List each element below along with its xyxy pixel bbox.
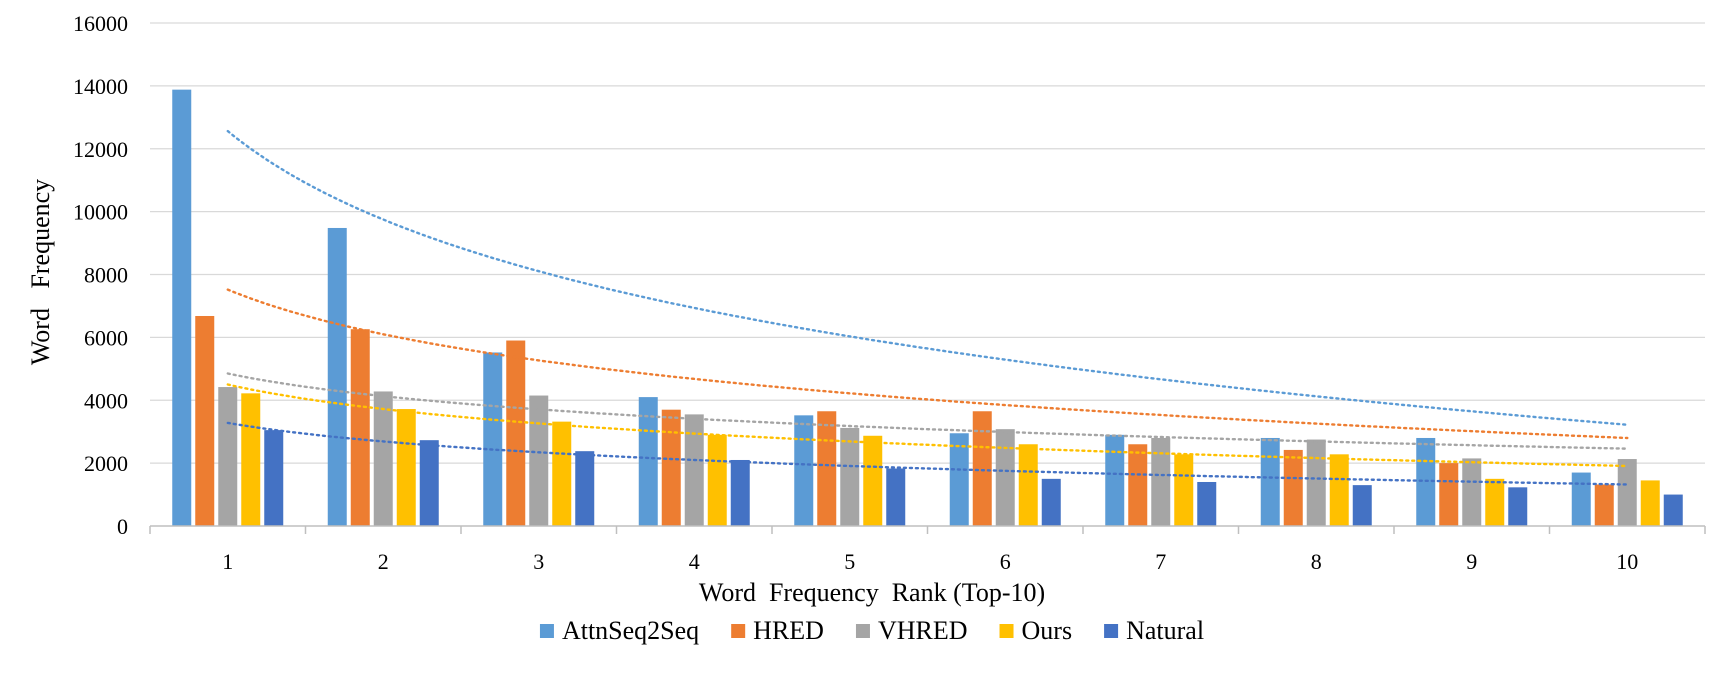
legend-label: VHRED (878, 616, 968, 645)
y-tick-label: 10000 (73, 200, 128, 225)
bar-attnseq2seq-4 (638, 397, 658, 526)
bar-natural-5 (886, 468, 906, 526)
legend-item-hred: HRED (731, 616, 824, 645)
legend-swatch (731, 624, 746, 638)
bar-vhred-6 (995, 429, 1015, 526)
bar-vhred-4 (684, 414, 704, 526)
bar-attnseq2seq-1 (172, 89, 192, 527)
bar-attnseq2seq-8 (1260, 437, 1280, 526)
trendline-vhred (226, 372, 1629, 450)
trendline-natural (226, 421, 1629, 486)
x-tick-label: 9 (1466, 549, 1477, 574)
x-tick-label: 3 (533, 549, 544, 574)
bar-vhred-5 (840, 427, 860, 526)
legend-swatch (999, 624, 1014, 638)
trendlines (226, 129, 1629, 486)
bar-natural-7 (1197, 481, 1217, 526)
bar-hred-1 (195, 315, 215, 526)
bar-ours-10 (1640, 480, 1660, 526)
legend-label: AttnSeq2Seq (562, 616, 699, 645)
bar-vhred-8 (1306, 439, 1326, 526)
y-axis-tick-labels: 0 2000 4000 6000 8000 10000 12000 14000 16000 (73, 11, 128, 539)
bar-attnseq2seq-3 (483, 352, 503, 526)
x-tick-label: 6 (1000, 549, 1011, 574)
bar-natural-3 (575, 451, 595, 526)
bar-natural-8 (1352, 485, 1372, 526)
legend-item-natural: Natural (1104, 616, 1204, 645)
bar-natural-9 (1508, 487, 1528, 526)
x-tick-label: 2 (378, 549, 389, 574)
bar-attnseq2seq-5 (794, 415, 814, 526)
x-axis (149, 525, 1706, 534)
bar-ours-5 (863, 435, 883, 526)
bar-vhred-3 (529, 395, 549, 526)
bar-natural-10 (1663, 494, 1683, 526)
legend: AttnSeq2Seq HRED VHRED Ours Natural (539, 616, 1204, 645)
legend-item-ours: Ours (999, 616, 1073, 645)
y-axis-title: Word Frequency (26, 179, 55, 365)
bar-hred-3 (506, 340, 526, 526)
x-tick-label: 10 (1616, 549, 1638, 574)
bar-hred-2 (350, 329, 370, 526)
bar-attnseq2seq-7 (1105, 434, 1125, 526)
bar-ours-4 (707, 434, 727, 526)
bar-hred-5 (817, 411, 837, 526)
x-tick-label: 8 (1311, 549, 1322, 574)
bar-natural-6 (1041, 478, 1061, 526)
trendline-attnseq2seq (226, 129, 1629, 426)
bar-vhred-7 (1151, 437, 1171, 526)
legend-swatch (855, 624, 870, 638)
legend-swatch (1104, 624, 1119, 638)
y-tick-label: 2000 (84, 451, 128, 476)
bar-ours-1 (241, 393, 261, 526)
x-tick-label: 7 (1155, 549, 1166, 574)
bar-hred-9 (1439, 463, 1459, 526)
x-axis-tick-labels: 1 2 3 4 5 6 7 8 9 10 (222, 549, 1638, 574)
legend-item-attnseq2seq: AttnSeq2Seq (539, 616, 699, 645)
bar-natural-2 (419, 440, 439, 526)
legend-label: HRED (753, 616, 824, 645)
y-tick-label: 0 (117, 514, 128, 539)
legend-item-vhred: VHRED (855, 616, 968, 645)
bar-vhred-2 (373, 391, 393, 526)
trendline-hred (226, 288, 1629, 440)
bar-natural-4 (730, 459, 750, 526)
legend-swatch (539, 624, 554, 638)
bar-ours-7 (1174, 454, 1194, 526)
bar-ours-9 (1485, 478, 1505, 526)
y-tick-label: 6000 (84, 325, 128, 350)
x-tick-label: 4 (689, 549, 700, 574)
trendline-ours (226, 383, 1629, 468)
y-tick-label: 4000 (84, 388, 128, 413)
bar-natural-1 (264, 430, 284, 526)
y-tick-label: 14000 (73, 74, 128, 99)
bar-ours-6 (1018, 444, 1038, 526)
legend-label: Natural (1126, 616, 1204, 645)
bar-attnseq2seq-6 (949, 433, 969, 526)
gridlines (150, 22, 1705, 464)
bar-vhred-9 (1462, 458, 1482, 526)
y-tick-label: 8000 (84, 263, 128, 288)
bar-hred-4 (661, 409, 681, 526)
bar-hred-8 (1283, 449, 1303, 526)
bar-hred-6 (972, 411, 992, 526)
bar-vhred-1 (218, 387, 238, 526)
bar-ours-3 (552, 421, 572, 526)
bar-hred-7 (1128, 444, 1148, 526)
bar-ours-8 (1329, 454, 1349, 526)
bar-hred-10 (1594, 484, 1614, 526)
bar-attnseq2seq-2 (327, 227, 347, 526)
bar-attnseq2seq-10 (1571, 472, 1591, 526)
bar-ours-2 (396, 409, 416, 526)
bar-vhred-10 (1617, 459, 1637, 526)
x-tick-label: 5 (844, 549, 855, 574)
x-tick-label: 1 (222, 549, 233, 574)
x-axis-title: Word Frequency Rank (Top-10) (699, 578, 1045, 607)
bars (172, 89, 1683, 527)
y-tick-label: 16000 (73, 11, 128, 36)
legend-label: Ours (1022, 616, 1073, 645)
y-tick-label: 12000 (73, 137, 128, 162)
